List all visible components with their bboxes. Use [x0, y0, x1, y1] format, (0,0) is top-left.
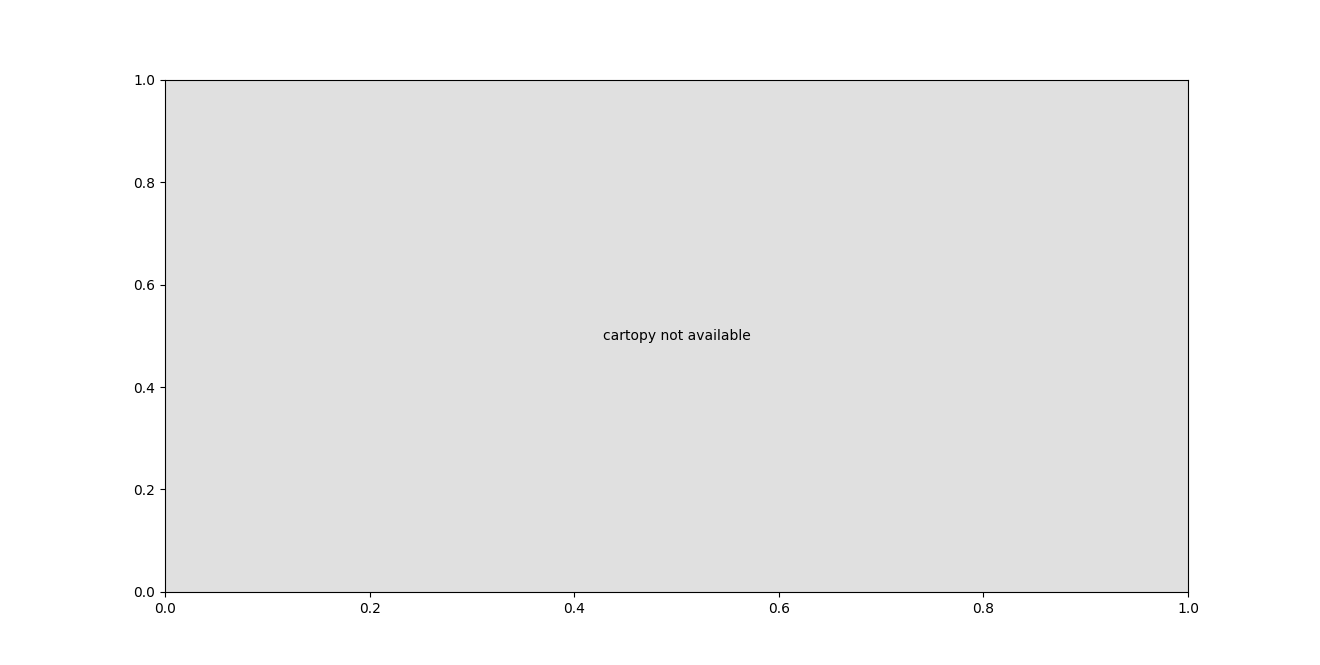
- Text: cartopy not available: cartopy not available: [603, 329, 750, 343]
